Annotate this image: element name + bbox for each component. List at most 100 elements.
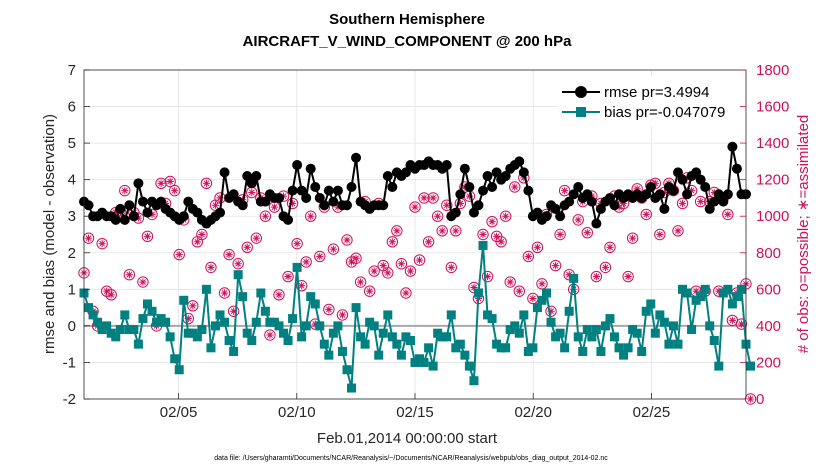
bias-point — [424, 343, 434, 353]
rmse-point — [328, 196, 339, 207]
bias-series — [79, 240, 756, 393]
obs-assimilated-point — [266, 331, 274, 339]
obs-assimilated-point — [207, 263, 215, 271]
bias-point — [242, 328, 252, 338]
rmse-point — [668, 185, 679, 196]
bias-point — [97, 325, 107, 335]
bias-point — [569, 273, 579, 283]
bias-point — [591, 325, 601, 335]
bias-point — [610, 332, 620, 342]
bias-point — [401, 332, 411, 342]
rmse-point — [128, 211, 139, 222]
bias-point — [224, 336, 234, 346]
bias-point — [600, 321, 610, 331]
bias-point — [473, 288, 483, 298]
y2-tick-label: 800 — [756, 245, 781, 262]
bias-point — [469, 376, 479, 386]
bias-point — [310, 299, 320, 309]
x-tick-label: 02/05 — [160, 404, 198, 421]
y-tick-label: 6 — [68, 99, 76, 116]
obs-assimilated-point — [220, 289, 229, 297]
obs-assimilated-point — [429, 194, 437, 202]
rmse-point — [237, 200, 248, 211]
y-tick-label: 0 — [68, 318, 76, 335]
rmse-point — [228, 189, 239, 200]
legend-rmse-marker — [575, 86, 587, 98]
obs-possible-point — [382, 267, 394, 279]
bias-point — [605, 314, 615, 324]
rmse-point — [219, 167, 230, 178]
rmse-point — [523, 185, 534, 196]
obs-assimilated-point — [189, 302, 197, 310]
bias-point — [668, 321, 678, 331]
obs-assimilated-point — [175, 251, 183, 259]
bias-point — [496, 343, 506, 353]
bias-point — [188, 328, 198, 338]
rmse-point — [500, 171, 511, 182]
obs-possible-point — [672, 225, 684, 237]
bias-point — [165, 332, 175, 342]
obs-possible-point — [227, 305, 240, 317]
bias-point — [238, 292, 248, 302]
rmse-point — [115, 203, 126, 214]
rmse-point — [378, 200, 389, 211]
obs-assimilated-point — [524, 252, 532, 261]
rmse-point — [573, 181, 584, 192]
obs-assimilated-point — [438, 227, 446, 235]
obs-possible-point — [676, 197, 689, 210]
bias-point — [88, 310, 98, 320]
bias-point — [628, 325, 638, 335]
bias-point — [106, 328, 116, 338]
obs-assimilated-point — [298, 282, 306, 290]
bias-point — [410, 357, 420, 367]
bias-point — [696, 292, 706, 302]
bias-point — [383, 310, 393, 320]
obs-possible-point — [241, 241, 253, 253]
obs-assimilated-point — [225, 251, 233, 259]
bias-point — [727, 299, 737, 309]
obs-possible-point — [250, 232, 263, 244]
bias-point — [229, 346, 239, 356]
rmse-point — [478, 185, 489, 196]
bias-point — [342, 365, 352, 375]
rmse-point — [722, 189, 733, 200]
bias-point — [360, 339, 370, 349]
rmse-point — [731, 163, 742, 174]
bias-point — [297, 332, 307, 342]
bias-point — [265, 317, 275, 327]
obs-possible-point — [499, 210, 512, 222]
legend-box — [557, 76, 740, 126]
rmse-point — [387, 181, 398, 192]
rmse-point — [700, 181, 711, 192]
obs-assimilated-point — [629, 234, 637, 242]
obs-possible-point — [137, 276, 149, 288]
bias-point — [573, 332, 583, 342]
bias-point — [718, 288, 728, 298]
bias-point — [120, 310, 130, 320]
rmse-point — [310, 181, 321, 192]
bias-point — [374, 350, 384, 360]
obs-assimilated-point — [434, 212, 442, 220]
obs-assimilated-point — [193, 238, 201, 246]
obs-assimilated-point — [497, 238, 505, 246]
rmse-point — [83, 200, 94, 211]
y2-tick-label: 200 — [756, 354, 781, 371]
bias-point — [619, 350, 629, 360]
obs-assimilated-point — [488, 218, 496, 226]
bias-point — [301, 321, 311, 331]
obs-possible-point — [404, 265, 417, 277]
bias-point — [283, 336, 293, 346]
bias-point — [201, 284, 211, 294]
rmse-point — [468, 207, 479, 218]
obs-assimilated-point — [402, 289, 410, 297]
rmse-point — [156, 196, 167, 207]
bias-point — [129, 325, 139, 335]
obs-assimilated-point — [198, 230, 206, 239]
rmse-point — [459, 163, 470, 174]
obs-assimilated-point — [624, 272, 632, 281]
obs-assimilated-point — [352, 254, 360, 262]
obs-possible-point — [599, 261, 612, 274]
bias-point — [274, 321, 284, 331]
obs-assimilated-point — [302, 258, 310, 266]
